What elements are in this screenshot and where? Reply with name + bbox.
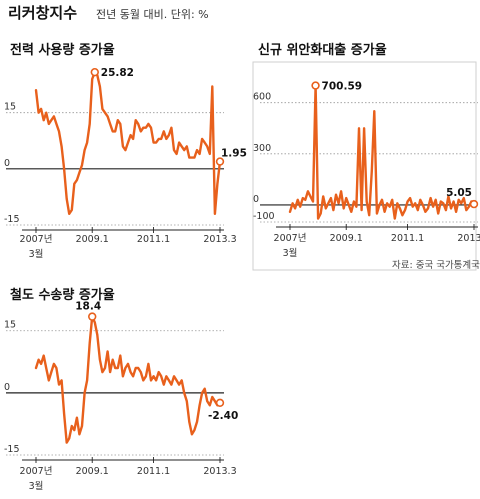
loans-series-line xyxy=(288,84,476,220)
loans-x-tick-label: 2013.3 xyxy=(457,233,480,244)
rail-annotation-label: 18.4 xyxy=(75,301,101,313)
electricity-x-tick-label: 2011.1 xyxy=(137,234,170,245)
rail-y-tick-label: 15 xyxy=(4,320,16,331)
rail-annotation-marker xyxy=(88,312,97,321)
electricity-x-tick-sublabel: 3월 xyxy=(29,248,44,260)
rail-x-tick-label: 2007년 xyxy=(20,466,53,477)
loans-annotation-label: 5.05 xyxy=(446,187,472,199)
figure-title: 리커창지수 xyxy=(8,4,77,22)
rail-y-tick-label: -15 xyxy=(4,444,20,455)
loans-x-tick-label: 2011.1 xyxy=(391,233,424,244)
loans-annotation-label: 700.59 xyxy=(322,81,363,93)
rail-x-tick-label: 2009.1 xyxy=(76,466,109,477)
rail-y-tick-label: 0 xyxy=(4,382,10,393)
electricity-x-tick-label: 2007년 xyxy=(20,234,53,245)
electricity-annotation-marker xyxy=(215,157,225,166)
loans-annotation-marker xyxy=(311,81,320,90)
rail-x-tick-sublabel: 3월 xyxy=(29,480,44,492)
electricity-annotation-label: 1.95 xyxy=(221,148,247,160)
electricity-title: 전력 사용량 증가율 xyxy=(10,42,115,58)
loans-y-tick-label: 300 xyxy=(253,143,271,154)
electricity-y-tick-label: 15 xyxy=(4,102,16,113)
loans-annotation-marker xyxy=(469,199,479,209)
rail-x-tick-label: 2013.3 xyxy=(203,466,236,477)
electricity-y-tick-label: 0 xyxy=(4,158,10,169)
rail-series-line xyxy=(34,315,222,444)
electricity-series-line xyxy=(34,70,222,216)
rail-annotation-marker xyxy=(215,398,225,407)
loans-y-tick-label: 0 xyxy=(253,194,259,205)
loans-frame xyxy=(252,61,477,271)
loans-title: 신규 위안화대출 증가율 xyxy=(258,42,387,58)
electricity-annotation-label: 25.82 xyxy=(101,67,134,79)
rail-x-tick-label: 2011.1 xyxy=(137,466,170,477)
rail-annotation-label: -2.40 xyxy=(208,410,238,422)
loans-y-tick-label: -100 xyxy=(253,211,275,222)
loans-x-tick-sublabel: 3월 xyxy=(283,247,298,259)
electricity-x-tick-label: 2009.1 xyxy=(76,234,109,245)
source-note: 자료: 중국 국가통계국 xyxy=(392,259,480,271)
loans-y-tick-label: 600 xyxy=(253,92,271,103)
electricity-annotation-marker xyxy=(90,67,99,77)
electricity-x-tick-label: 2013.3 xyxy=(203,234,236,245)
loans-x-tick-label: 2007년 xyxy=(274,233,307,244)
figure-subtitle: 전년 동월 대비. 단위: % xyxy=(96,8,209,21)
rail-title: 철도 수송량 증가율 xyxy=(10,287,115,303)
loans-panel: 신규 위안화대출 증가율 600 300 0 -100 2007년 2009.1 2011.1… xyxy=(252,42,480,271)
electricity-y-tick-label: -15 xyxy=(4,214,20,225)
loans-x-tick-label: 2009.1 xyxy=(330,233,363,244)
